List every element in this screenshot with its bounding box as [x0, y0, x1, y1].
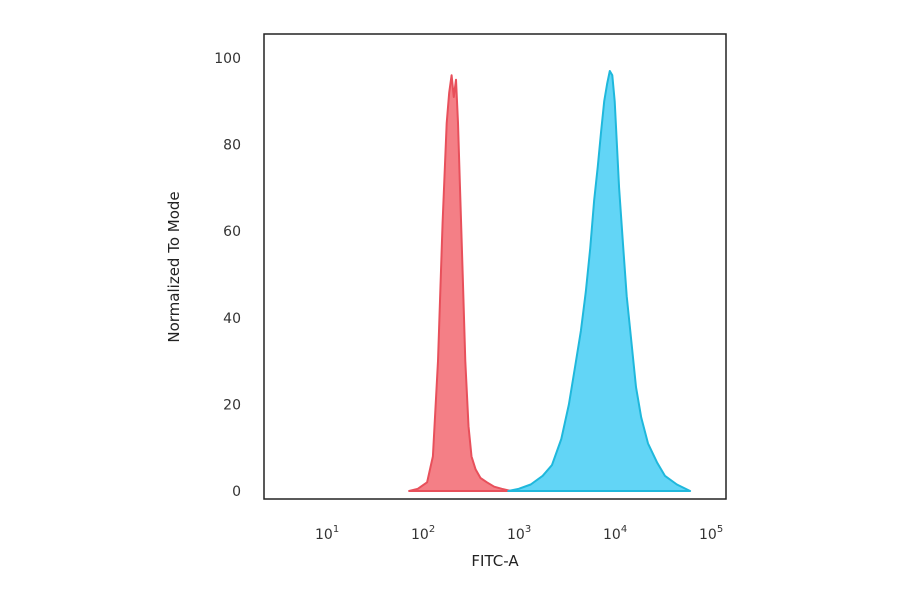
x-tick-label: 105 [699, 524, 723, 543]
x-tick-label: 101 [315, 524, 339, 543]
series-layer [408, 70, 692, 492]
y-tick-label: 40 [223, 311, 241, 327]
x-axis-title: FITC-A [471, 552, 519, 570]
y-axis-title: Normalized To Mode [165, 191, 183, 342]
y-tick-label: 100 [214, 51, 241, 67]
x-tick-label: 104 [603, 524, 627, 543]
x-axis-ticks: 101 102 103 104 105 [315, 524, 723, 543]
y-tick-label: 80 [223, 138, 241, 154]
plot-frame [263, 33, 727, 500]
y-axis-ticks: 0 20 40 60 80 100 [214, 51, 241, 500]
x-tick-label: 103 [507, 524, 531, 543]
histogram-series-1 [408, 74, 513, 492]
y-tick-label: 0 [232, 484, 241, 500]
x-tick-label: 102 [411, 524, 435, 543]
y-tick-label: 60 [223, 224, 241, 240]
histogram-series-2 [507, 70, 692, 492]
y-tick-label: 20 [223, 397, 241, 413]
